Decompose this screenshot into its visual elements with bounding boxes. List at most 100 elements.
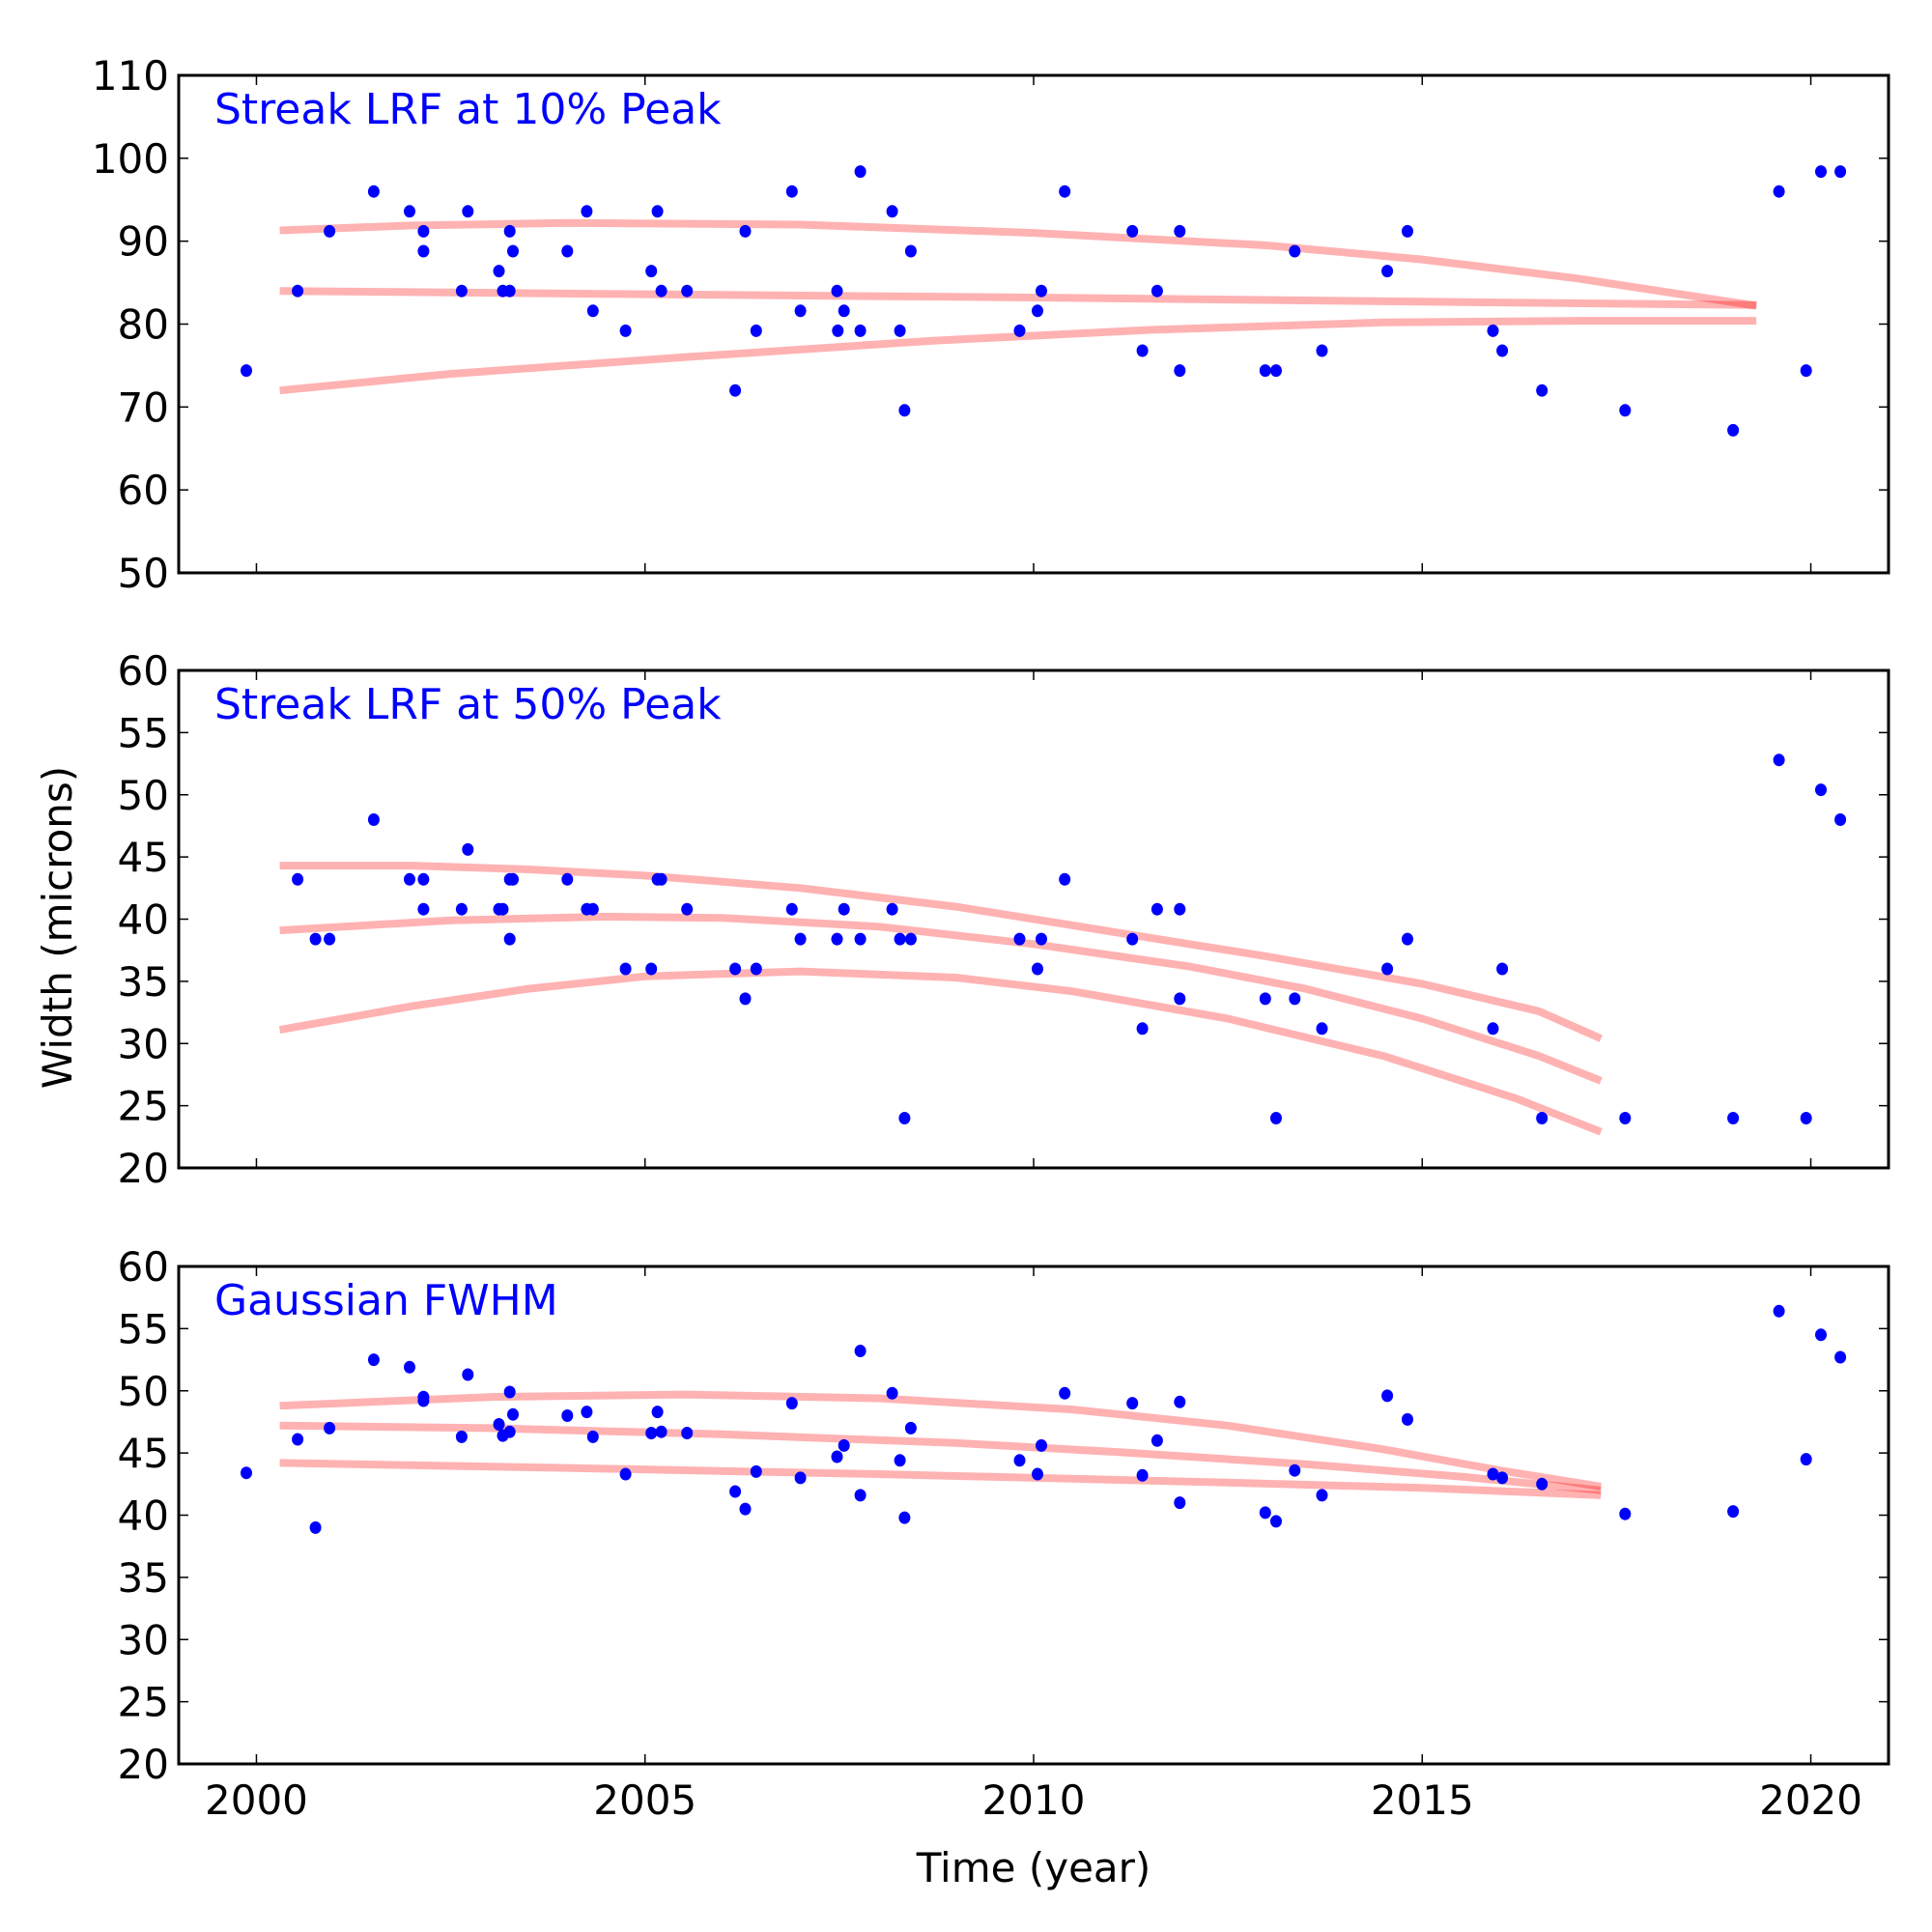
- data-point: [904, 932, 917, 946]
- data-point: [1773, 185, 1785, 198]
- data-point: [1619, 1507, 1632, 1520]
- data-point: [503, 932, 516, 946]
- data-point: [1834, 165, 1847, 179]
- data-point: [1815, 165, 1827, 179]
- y-tick-label: 90: [118, 218, 169, 266]
- x-tick-label: 2015: [1371, 1776, 1474, 1824]
- y-tick-label: 80: [118, 301, 169, 349]
- x-tick-label: 2000: [205, 1776, 308, 1824]
- data-point: [1487, 324, 1499, 337]
- fit-lines: [279, 218, 1757, 395]
- data-point: [462, 842, 474, 856]
- data-point: [493, 1418, 505, 1431]
- data-point: [1289, 244, 1301, 258]
- data-point: [1270, 364, 1282, 378]
- y-tick-label: 45: [118, 834, 169, 881]
- data-point: [854, 165, 867, 179]
- y-tick-label: 60: [118, 1243, 169, 1291]
- fit-line-upper: [279, 218, 1757, 310]
- plot-frame: [177, 73, 1890, 575]
- data-point: [785, 1397, 798, 1410]
- data-point: [1270, 1112, 1282, 1124]
- data-point: [750, 962, 762, 976]
- data-point: [507, 1407, 519, 1421]
- data-point: [1496, 1471, 1509, 1485]
- axis-ticks: [179, 1265, 1889, 1765]
- y-tick-labels: 50 60 70 80 90 100 110: [92, 52, 169, 597]
- data-point: [854, 324, 867, 337]
- data-point: [507, 872, 519, 886]
- data-point: [241, 1466, 252, 1480]
- data-point: [729, 962, 742, 976]
- data-point: [1036, 1438, 1047, 1452]
- data-point: [1800, 1453, 1812, 1466]
- data-point: [1402, 224, 1413, 238]
- y-tick-label: 25: [118, 1083, 169, 1130]
- data-point: [1536, 384, 1548, 397]
- data-point: [1136, 1468, 1149, 1482]
- fit-line-center: [279, 1421, 1602, 1494]
- y-tick-labels: 20 25 30 35 40 45 50 55 60: [118, 647, 169, 1192]
- data-point: [561, 1409, 574, 1422]
- data-point: [1815, 783, 1827, 797]
- data-point: [854, 1345, 867, 1357]
- data-point: [838, 304, 850, 318]
- data-point: [655, 284, 668, 298]
- data-point: [1032, 304, 1043, 318]
- data-point: [1259, 1506, 1271, 1520]
- data-point: [507, 244, 519, 258]
- data-point: [1151, 1434, 1163, 1447]
- y-tick-label: 55: [118, 1305, 169, 1352]
- y-tick-label: 100: [92, 135, 169, 183]
- data-point: [1151, 284, 1163, 298]
- data-point: [1727, 1505, 1740, 1519]
- data-point: [309, 932, 322, 946]
- data-point: [1013, 324, 1026, 337]
- y-tick-label: 40: [118, 896, 169, 944]
- data-point: [417, 224, 430, 238]
- data-point: [1126, 1397, 1139, 1410]
- y-tick-label: 70: [118, 384, 169, 431]
- data-point: [324, 1421, 336, 1435]
- panel-50pct-peak: 20 25 30 35 40 45 50 55 60 Streak LRF at 50% Pea…: [118, 647, 1890, 1192]
- data-point: [1619, 1112, 1632, 1124]
- data-point: [619, 962, 632, 976]
- y-tick-label: 110: [92, 52, 169, 99]
- y-tick-label: 40: [118, 1492, 169, 1540]
- fit-lines: [278, 862, 1603, 1136]
- data-point: [493, 265, 505, 278]
- data-point: [417, 1394, 430, 1407]
- data-point: [651, 205, 664, 218]
- y-tick-label: 35: [118, 958, 169, 1006]
- data-point: [455, 284, 468, 298]
- data-point: [1727, 1112, 1740, 1124]
- data-point: [292, 1433, 304, 1446]
- data-point: [1800, 1112, 1812, 1124]
- data-point: [794, 1471, 807, 1485]
- data-point: [462, 205, 474, 218]
- data-point: [1032, 962, 1043, 976]
- data-point: [898, 1112, 911, 1124]
- data-point: [1174, 1395, 1186, 1408]
- y-tick-label: 20: [118, 1145, 169, 1192]
- data-point: [503, 284, 516, 298]
- data-point: [1381, 1389, 1394, 1403]
- data-point: [681, 284, 694, 298]
- y-tick-label: 50: [118, 1368, 169, 1415]
- data-point: [1289, 1463, 1301, 1477]
- data-point: [739, 992, 752, 1006]
- data-point: [1834, 1350, 1847, 1364]
- data-point: [1316, 344, 1328, 357]
- data-point: [750, 1464, 762, 1478]
- y-tick-label: 30: [118, 1616, 169, 1663]
- data-point: [241, 364, 252, 378]
- data-point: [854, 1489, 867, 1502]
- y-tick-label: 25: [118, 1679, 169, 1726]
- x-tick-label: 2005: [593, 1776, 696, 1824]
- data-point: [503, 1385, 516, 1399]
- data-point: [1381, 265, 1394, 278]
- data-point: [681, 902, 694, 916]
- data-point: [581, 1406, 593, 1419]
